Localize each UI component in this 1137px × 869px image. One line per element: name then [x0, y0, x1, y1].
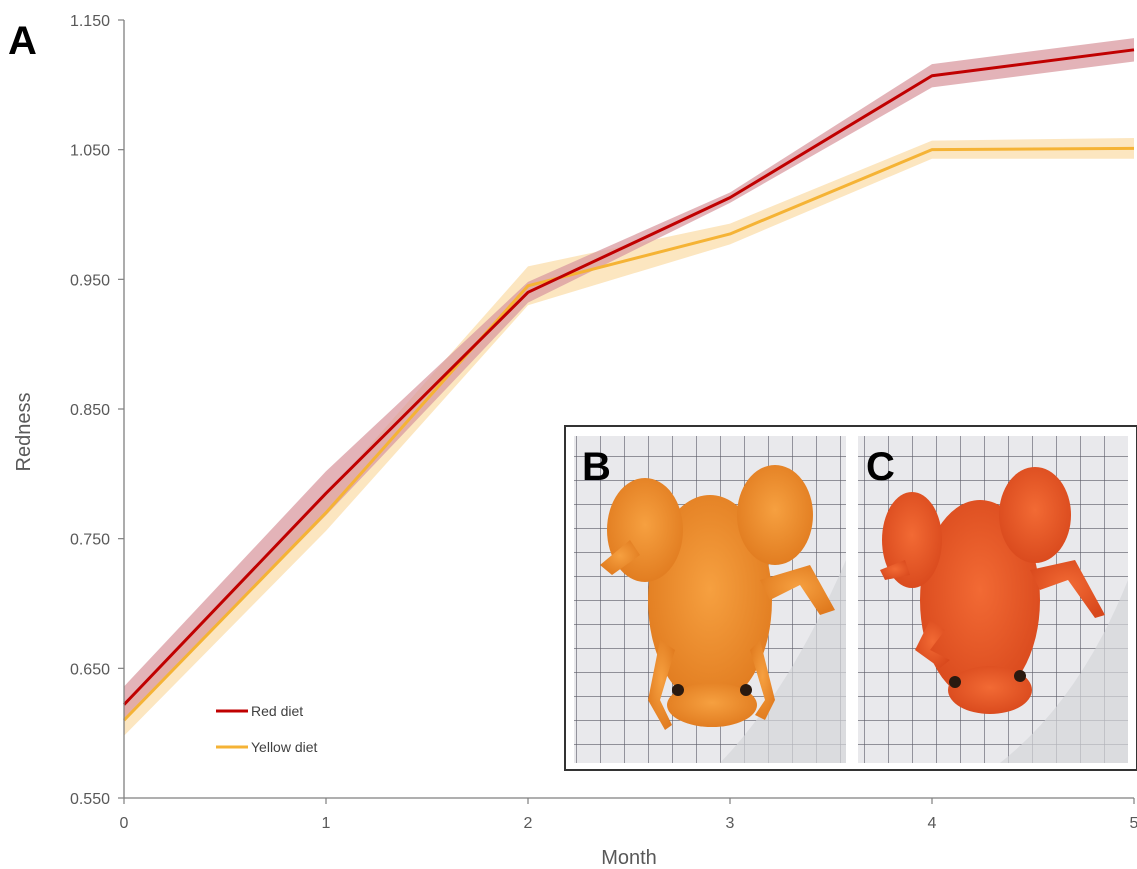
y-tick-label: 0.650	[70, 661, 110, 678]
petri-dish-edge-b	[720, 560, 846, 763]
inset-photos: B C	[564, 425, 1137, 771]
legend-red-label: Red diet	[251, 703, 303, 719]
photo-c: C	[858, 436, 1128, 763]
x-tick-label: 0	[120, 815, 129, 832]
panel-label-a: A	[8, 19, 37, 63]
frog-c-eye-left	[949, 676, 961, 688]
x-tick-label: 2	[524, 815, 533, 832]
y-tick-label: 0.850	[70, 402, 110, 419]
y-axis-title: Redness	[13, 393, 35, 472]
frog-c-eye-right	[1014, 670, 1026, 682]
x-tick-label: 3	[726, 815, 735, 832]
frog-b-eye-right	[740, 684, 752, 696]
x-ticks: 0 1 2 3 4 5	[120, 798, 1137, 832]
frog-c	[880, 467, 1105, 714]
confidence-bands	[124, 38, 1134, 736]
red-diet-line	[122, 48, 1135, 706]
yellow-diet-band	[124, 137, 1134, 736]
y-tick-label: 0.750	[70, 532, 110, 549]
y-tick-label: 0.550	[70, 791, 110, 808]
y-tick-label: 0.950	[70, 272, 110, 289]
legend-yellow-label: Yellow diet	[251, 739, 318, 755]
legend: Red diet Yellow diet	[216, 703, 318, 755]
x-tick-label: 1	[322, 815, 331, 832]
y-ticks: 0.550 0.650 0.750 0.850 0.950 1.050 1.150	[70, 13, 124, 808]
y-tick-label: 1.050	[70, 143, 110, 160]
petri-dish-edge-c	[1000, 580, 1128, 763]
photo-b: B	[574, 436, 846, 763]
photo-b-label: B	[582, 445, 611, 489]
photo-c-label: C	[866, 445, 895, 489]
x-tick-label: 5	[1130, 815, 1137, 832]
yellow-diet-line	[122, 146, 1135, 722]
frog-b-eye-left	[672, 684, 684, 696]
y-tick-label: 1.150	[70, 13, 110, 30]
x-tick-label: 4	[928, 815, 937, 832]
series-lines	[122, 48, 1135, 722]
x-axis-title: Month	[601, 847, 657, 869]
frog-b	[600, 465, 835, 730]
